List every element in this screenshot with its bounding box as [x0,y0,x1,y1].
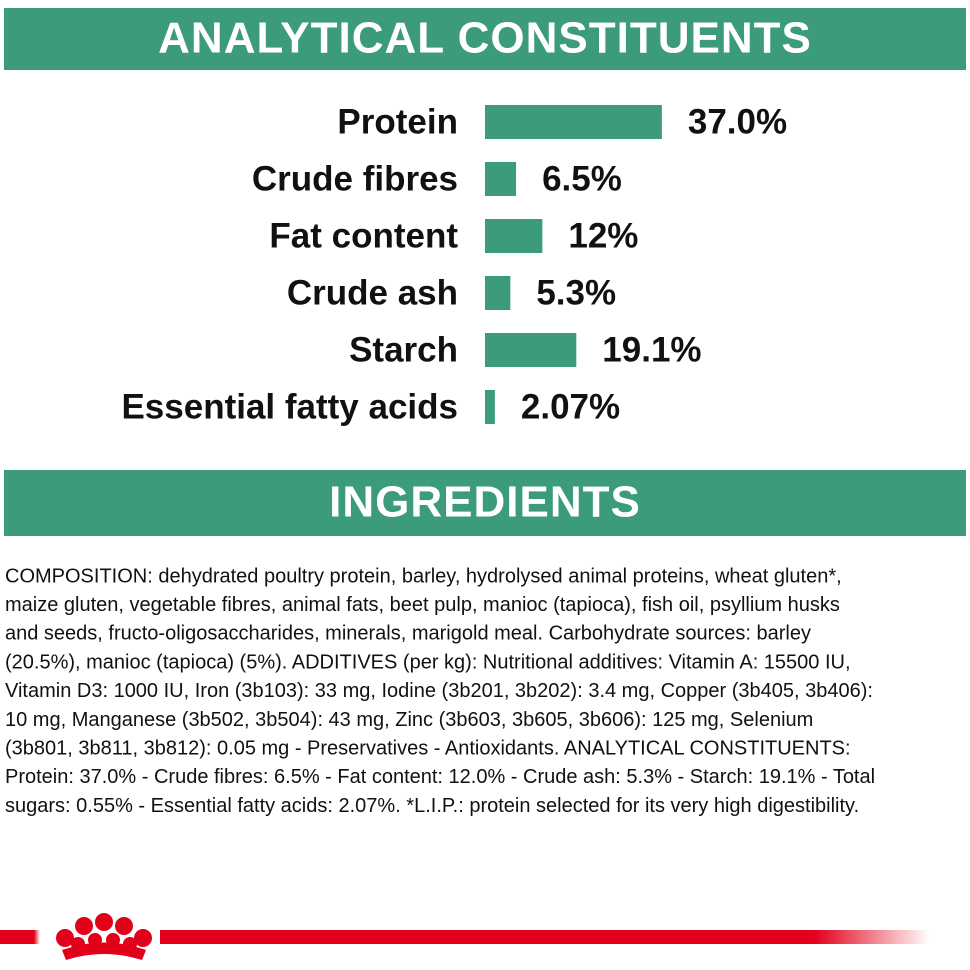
category-label: Starch [349,330,458,369]
ingredients-line: and seeds, fructo-oligosaccharides, mine… [5,623,811,645]
category-label: Crude fibres [252,159,458,198]
logo [0,913,930,960]
value-label: 2.07% [521,387,620,426]
value-label: 5.3% [536,273,616,312]
value-label: 19.1% [602,330,701,369]
header-band [4,470,966,536]
bar [485,162,517,196]
ingredients-line: 10 mg, Manganese (3b502, 3b504): 43 mg, … [5,709,813,731]
ingredients-line: maize gluten, vegetable fibres, animal f… [5,594,840,616]
section-title: INGREDIENTS [329,478,641,527]
ingredients-line: Vitamin D3: 1000 IU, Iron (3b103): 33 mg… [5,680,873,702]
ingredients-line: COMPOSITION: dehydrated poultry protein,… [5,565,842,587]
category-label: Crude ash [287,273,458,312]
value-label: 6.5% [542,159,622,198]
value-label: 12% [568,216,638,255]
bar [485,390,495,424]
ingredients-line: (20.5%), manioc (tapioca) (5%). ADDITIVE… [5,651,851,673]
chart-title: ANALYTICAL CONSTITUENTS [158,14,812,63]
header-band [4,8,966,70]
bar [485,219,543,253]
bar [485,276,511,310]
ingredients-line: (3b801, 3b811, 3b812): 0.05 mg - Preserv… [5,737,851,759]
category-label: Protein [337,102,458,141]
ingredients-line: Protein: 37.0% - Crude fibres: 6.5% - Fa… [5,766,875,788]
category-label: Essential fatty acids [121,387,458,426]
bar [485,105,662,139]
value-label: 37.0% [688,102,787,141]
category-label: Fat content [269,216,458,255]
ingredients-line: sugars: 0.55% - Essential fatty acids: 2… [5,795,859,817]
bar [485,333,577,367]
